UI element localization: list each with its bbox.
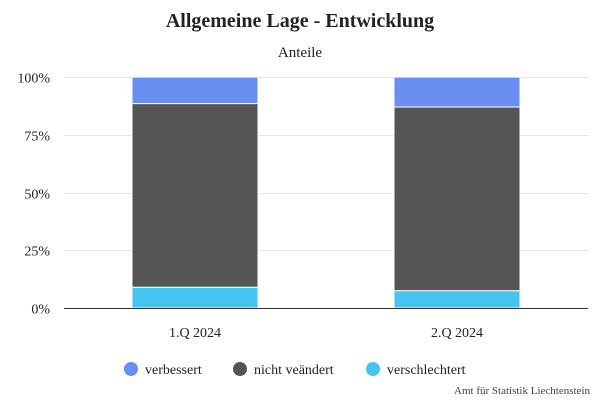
- legend: verbessert nicht veändert verschlechtert: [124, 362, 466, 378]
- legend-marker: [124, 362, 138, 376]
- bars: [131, 76, 521, 309]
- chart-title: Allgemeine Lage - Entwicklung: [166, 10, 434, 32]
- y-tick-label: 25%: [24, 245, 50, 260]
- bar-nicht-veändert-1: [393, 106, 521, 292]
- bar-verschlechtert-1: [393, 290, 521, 309]
- legend-marker: [233, 362, 247, 376]
- bar-verbessert-0: [131, 76, 259, 105]
- legend-marker: [366, 362, 380, 376]
- legend-label: nicht veändert: [254, 363, 334, 378]
- y-axis-ticks: 0% 25% 50% 75% 100%: [17, 72, 50, 318]
- bar-verschlechtert-0: [131, 286, 259, 309]
- y-tick-label: 100%: [17, 72, 50, 87]
- credit-text: Amt für Statistik Liechtenstein: [454, 385, 590, 397]
- legend-label: verschlechtert: [387, 363, 466, 378]
- y-tick-label: 0%: [31, 303, 50, 318]
- y-tick-label: 50%: [24, 188, 50, 203]
- x-axis-ticks: 1.Q 2024 2.Q 2024: [169, 326, 483, 341]
- legend-label: verbessert: [145, 363, 202, 378]
- y-tick-label: 75%: [24, 130, 50, 145]
- x-tick-label: 2.Q 2024: [431, 326, 483, 341]
- bar-nicht-veändert-0: [131, 103, 259, 288]
- chart-subtitle: Anteile: [278, 45, 322, 61]
- x-tick-label: 1.Q 2024: [169, 326, 221, 341]
- bar-verbessert-1: [393, 76, 521, 108]
